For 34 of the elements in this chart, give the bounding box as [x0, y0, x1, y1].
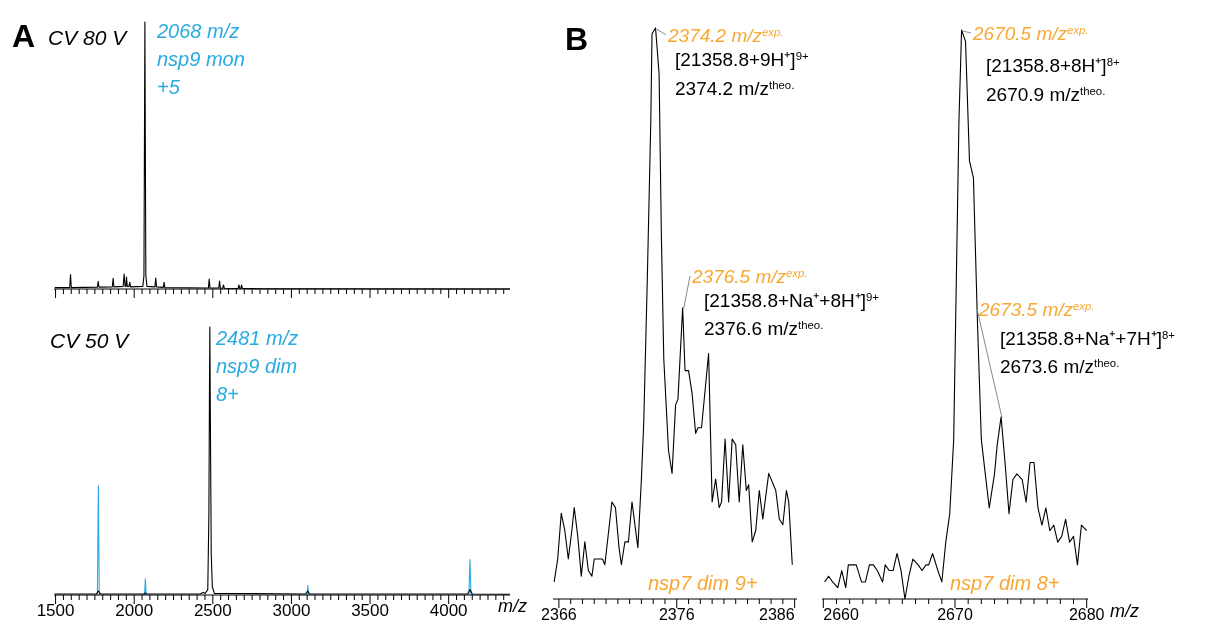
- x-tick-label: 2660: [823, 606, 860, 623]
- annotation: [21358.8+9H⁺]$^{9+}$: [675, 49, 809, 70]
- annotation: 2376.6 m/z$^{theo.}$: [704, 318, 824, 339]
- x-tick-label: 2386: [759, 606, 795, 623]
- annotation: [21358.8+Na⁺+7H⁺]$^{8+}$: [1000, 328, 1176, 349]
- x-tick-label: 3000: [272, 601, 311, 620]
- annotation: nsp7 dim 8+: [950, 572, 1060, 594]
- annotation: [21358.8+8H⁺]$^{8+}$: [986, 55, 1120, 76]
- annotation: 2673.6 m/z$^{theo.}$: [1000, 356, 1120, 377]
- annotation: 2376.5 m/z$^{exp.}$: [691, 266, 808, 287]
- annotation: 2374.2 m/z$^{exp.}$: [667, 25, 784, 46]
- annotation: 2068 m/z nsp9 mon +5: [156, 20, 245, 98]
- x-tick-label: 1500: [36, 601, 75, 620]
- x-tick-label: 2670: [937, 606, 973, 623]
- chart-title: CV 50 V: [50, 329, 131, 352]
- annotation: 2673.5 m/z$^{exp.}$: [978, 299, 1095, 320]
- annotation: 2481 m/z nsp9 dim 8+: [215, 327, 299, 405]
- x-tick-label: 2366: [541, 606, 577, 623]
- annotation: 2670.5 m/z$^{exp.}$: [972, 23, 1089, 44]
- x-tick-label: 2680: [1068, 606, 1105, 623]
- annotation: 2374.2 m/z$^{theo.}$: [675, 78, 795, 99]
- x-tick-label: 2000: [115, 601, 154, 620]
- x-tick-label: 2500: [193, 601, 232, 620]
- x-axis-title: m/z: [498, 596, 527, 616]
- x-axis-title: m/z: [1110, 601, 1139, 621]
- x-tick-label: 2376: [658, 606, 695, 623]
- x-tick-label: 3500: [351, 601, 389, 620]
- x-tick-label: 4000: [429, 601, 468, 620]
- text: A: [12, 18, 36, 54]
- annotation: [21358.8+Na⁺+8H⁺]$^{9+}$: [704, 290, 880, 311]
- annotation: nsp7 dim 9+: [648, 572, 758, 594]
- annotation: 2670.9 m/z$^{theo.}$: [986, 84, 1106, 105]
- annotation: B: [565, 21, 589, 57]
- chart-title: CV 80 V: [48, 26, 129, 49]
